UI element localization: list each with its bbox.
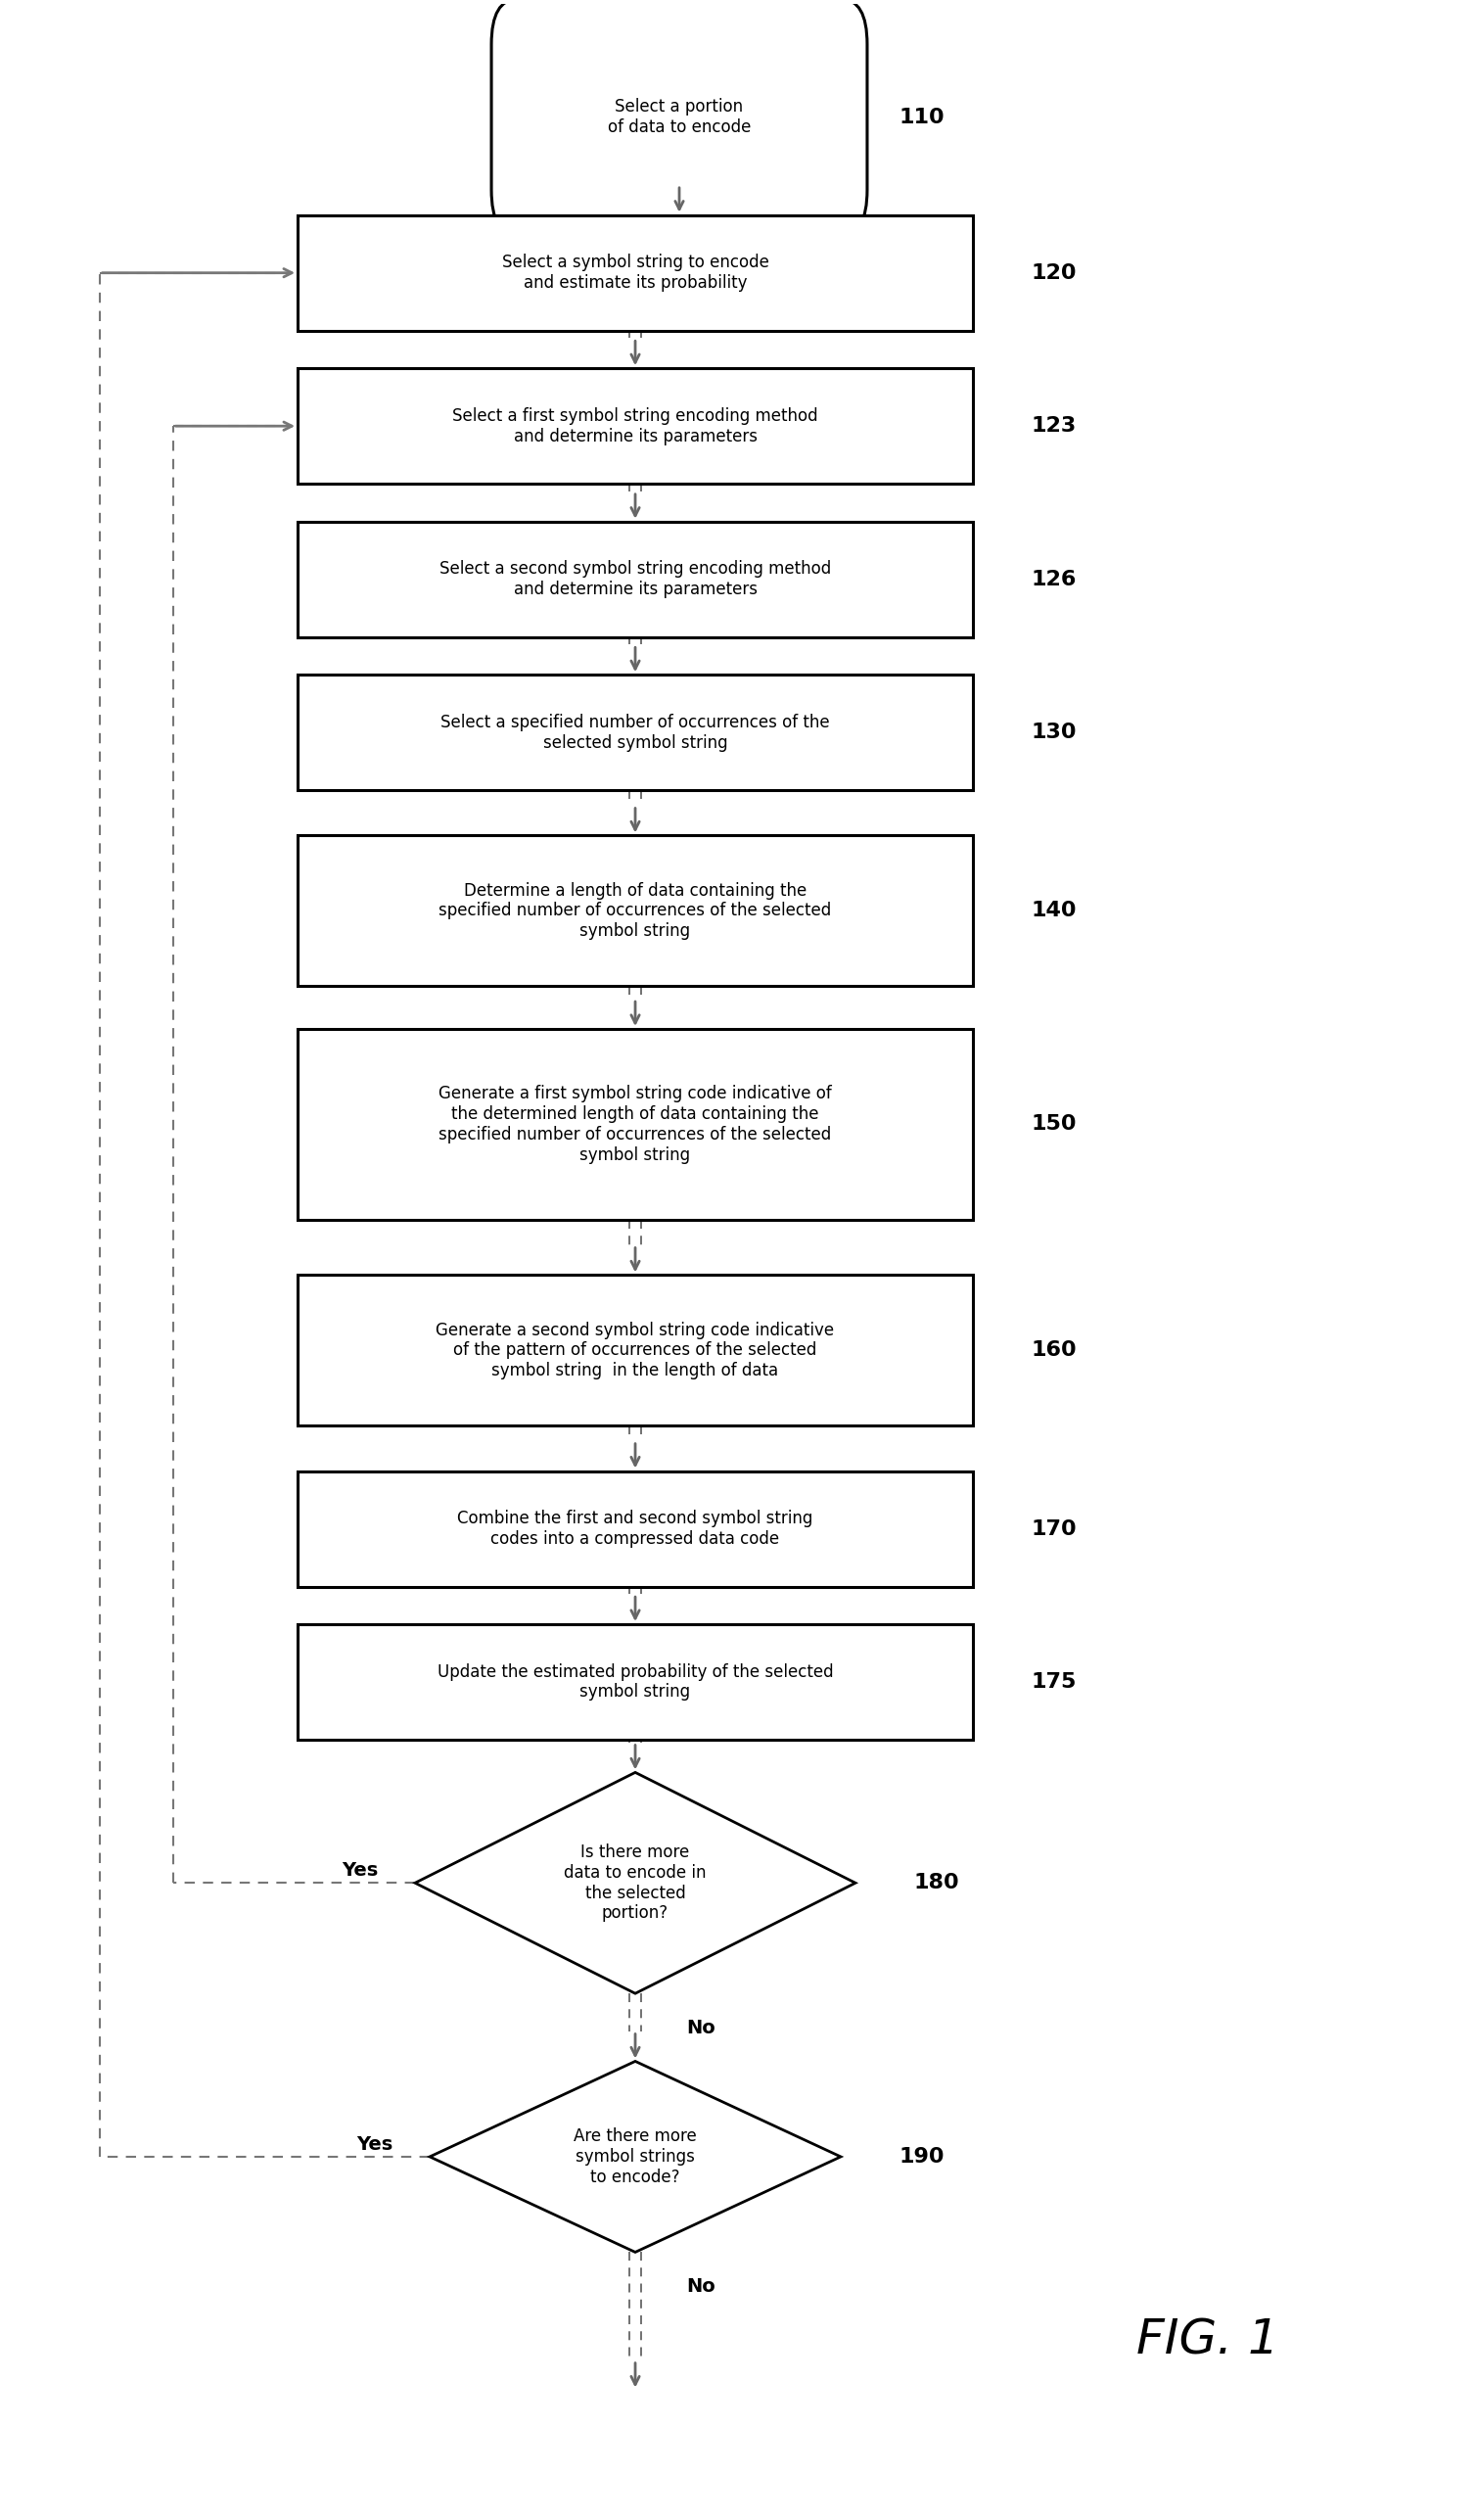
Text: Generate a second symbol string code indicative
of the pattern of occurrences of: Generate a second symbol string code ind… xyxy=(435,1320,834,1378)
Text: 126: 126 xyxy=(1032,570,1077,590)
Text: 150: 150 xyxy=(1032,1114,1077,1134)
Text: Select a portion
of data to encode: Select a portion of data to encode xyxy=(608,98,751,136)
Text: Select a first symbol string encoding method
and determine its parameters: Select a first symbol string encoding me… xyxy=(453,408,818,446)
Text: Select a specified number of occurrences of the
selected symbol string: Select a specified number of occurrences… xyxy=(441,713,830,751)
Bar xyxy=(298,1028,973,1220)
Text: 175: 175 xyxy=(1032,1673,1077,1691)
Text: 160: 160 xyxy=(1032,1341,1077,1361)
Text: No: No xyxy=(686,2278,716,2296)
Bar xyxy=(298,522,973,638)
Text: 123: 123 xyxy=(1032,416,1077,436)
Text: Is there more
data to encode in
the selected
portion?: Is there more data to encode in the sele… xyxy=(564,1845,707,1923)
Text: 170: 170 xyxy=(1032,1520,1077,1540)
Text: Yes: Yes xyxy=(357,2134,393,2155)
Text: Generate a first symbol string code indicative of
the determined length of data : Generate a first symbol string code indi… xyxy=(438,1086,832,1164)
Text: Select a second symbol string encoding method
and determine its parameters: Select a second symbol string encoding m… xyxy=(440,559,831,597)
Text: 120: 120 xyxy=(1032,262,1077,282)
Text: 130: 130 xyxy=(1032,723,1077,743)
Text: Yes: Yes xyxy=(342,1862,378,1880)
FancyBboxPatch shape xyxy=(492,0,868,234)
Text: Determine a length of data containing the
specified number of occurrences of the: Determine a length of data containing th… xyxy=(438,882,831,940)
Bar xyxy=(298,368,973,484)
Polygon shape xyxy=(415,1772,856,1993)
Text: Select a symbol string to encode
and estimate its probability: Select a symbol string to encode and est… xyxy=(502,255,769,292)
Text: 190: 190 xyxy=(899,2147,945,2167)
Text: 140: 140 xyxy=(1032,902,1077,920)
Bar xyxy=(298,1472,973,1588)
Bar xyxy=(298,1275,973,1426)
Bar xyxy=(298,1625,973,1739)
Bar xyxy=(298,214,973,330)
Polygon shape xyxy=(430,2061,841,2253)
Text: Combine the first and second symbol string
codes into a compressed data code: Combine the first and second symbol stri… xyxy=(458,1509,813,1547)
Text: 110: 110 xyxy=(899,108,945,126)
Bar xyxy=(298,675,973,791)
Text: 180: 180 xyxy=(914,1872,959,1893)
Text: Update the estimated probability of the selected
symbol string: Update the estimated probability of the … xyxy=(437,1663,834,1701)
Text: No: No xyxy=(686,2019,716,2036)
Text: FIG. 1: FIG. 1 xyxy=(1137,2316,1280,2364)
Bar xyxy=(298,837,973,985)
Text: Are there more
symbol strings
to encode?: Are there more symbol strings to encode? xyxy=(574,2127,697,2185)
